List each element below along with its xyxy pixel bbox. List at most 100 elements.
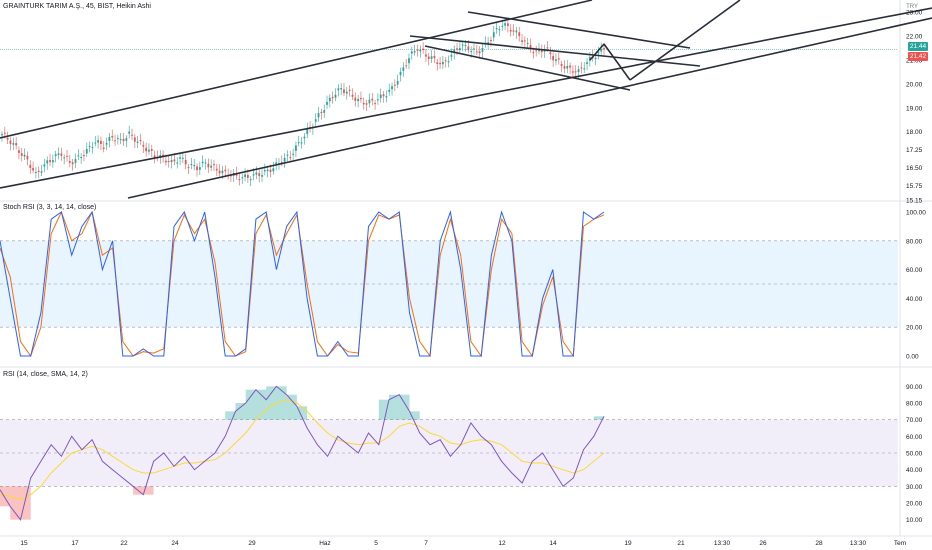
trendline xyxy=(603,43,631,81)
rsi-overbought-fill xyxy=(235,403,246,420)
candle-body xyxy=(193,165,196,167)
candle-body xyxy=(297,142,300,144)
candle-body xyxy=(280,162,283,164)
candle-body xyxy=(396,81,399,85)
candle-body xyxy=(258,173,261,177)
stoch-d-line xyxy=(0,210,605,358)
rsi-ma-line xyxy=(0,399,605,501)
candle-body xyxy=(187,167,190,169)
rsi-tick-label: 20.00 xyxy=(906,501,923,508)
candle-body xyxy=(207,163,210,168)
candle-body xyxy=(376,99,379,101)
candle-body xyxy=(427,56,430,59)
candle-body xyxy=(382,94,385,97)
candle-body xyxy=(100,140,102,144)
candle-body xyxy=(504,23,506,26)
price-pane[interactable] xyxy=(1,17,605,187)
candle-body xyxy=(63,157,66,159)
candle-body xyxy=(40,171,43,173)
candle-body xyxy=(153,155,156,158)
candle-body xyxy=(518,32,521,37)
candle-body xyxy=(523,40,526,42)
chart-title: GRAINTURK TARIM A.Ş., 45, BIST, Heikin A… xyxy=(3,3,151,10)
candle-body xyxy=(538,49,540,52)
candle-body xyxy=(196,166,198,171)
candle-body xyxy=(35,171,37,173)
candle-body xyxy=(215,168,218,171)
candle-body xyxy=(241,177,244,179)
candle-body xyxy=(261,175,263,177)
candle-body xyxy=(68,161,71,163)
candle-body xyxy=(507,23,509,26)
candle-body xyxy=(224,169,227,172)
candle-body xyxy=(133,137,136,142)
candle-body xyxy=(586,62,588,65)
candle-body xyxy=(532,52,535,54)
candle-body xyxy=(306,128,309,134)
time-tick-label: 26 xyxy=(759,540,767,547)
candle-body xyxy=(249,179,252,181)
candle-body xyxy=(521,40,523,42)
candle-body xyxy=(388,89,391,92)
rsi-overbought-fill xyxy=(266,386,277,420)
rsi-pane[interactable] xyxy=(0,385,898,521)
candle-body xyxy=(357,99,360,102)
candle-body xyxy=(425,54,427,57)
candle-body xyxy=(447,61,450,63)
time-tick-label: 5 xyxy=(374,540,378,547)
candle-body xyxy=(583,68,586,70)
candle-body xyxy=(131,134,133,136)
candle-body xyxy=(170,160,173,163)
candle-body xyxy=(295,145,297,151)
candle-body xyxy=(416,49,419,51)
time-tick-label: 7 xyxy=(424,540,428,547)
candle-body xyxy=(122,138,125,142)
stoch-tick-label: 20.00 xyxy=(906,325,923,332)
candle-body xyxy=(580,67,583,69)
candle-body xyxy=(362,102,365,105)
candle-body xyxy=(176,162,179,164)
candle-body xyxy=(552,56,555,61)
rsi-overbought-fill xyxy=(409,411,420,420)
candle-body xyxy=(430,56,433,59)
stoch-rsi-pane[interactable] xyxy=(0,210,898,358)
rsi-tick-label: 30.00 xyxy=(906,484,923,491)
rsi-overbought-fill xyxy=(255,389,267,420)
candle-body xyxy=(577,69,580,72)
rsi-overbought-fill xyxy=(378,399,390,420)
trendline xyxy=(409,35,701,67)
rsi-tick-label: 40.00 xyxy=(906,467,923,474)
candle-body xyxy=(326,101,328,105)
candle-body xyxy=(569,65,571,68)
candle-body xyxy=(546,47,549,49)
candle-body xyxy=(150,149,153,151)
rsi-tick-label: 90.00 xyxy=(906,384,923,391)
time-tick-label: Haz xyxy=(319,540,331,547)
time-tick-label: 17 xyxy=(71,540,79,547)
trendline xyxy=(127,17,932,199)
candle-body xyxy=(566,66,569,69)
candle-body xyxy=(408,58,410,64)
candle-body xyxy=(88,145,91,147)
rsi-overbought-fill xyxy=(296,406,308,420)
candle-body xyxy=(97,140,99,143)
currency-label: TRY xyxy=(906,4,918,10)
candle-body xyxy=(314,119,317,122)
candle-body xyxy=(555,59,557,62)
candle-body xyxy=(473,48,475,50)
time-tick-label: 21 xyxy=(677,540,685,547)
candle-body xyxy=(142,144,145,147)
candle-body xyxy=(289,157,292,159)
candle-body xyxy=(3,132,6,134)
candle-body xyxy=(340,88,343,90)
candle-body xyxy=(94,142,97,144)
candle-body xyxy=(444,60,447,62)
candle-body xyxy=(102,147,105,149)
price-tick-label: 22.00 xyxy=(906,33,923,40)
candle-body xyxy=(492,32,495,38)
candle-body xyxy=(439,62,441,65)
rsi-overbought-fill xyxy=(389,394,400,420)
candle-body xyxy=(190,164,193,166)
rsi-overbought-fill xyxy=(225,411,236,420)
price-tick-label: 20.00 xyxy=(906,81,923,88)
